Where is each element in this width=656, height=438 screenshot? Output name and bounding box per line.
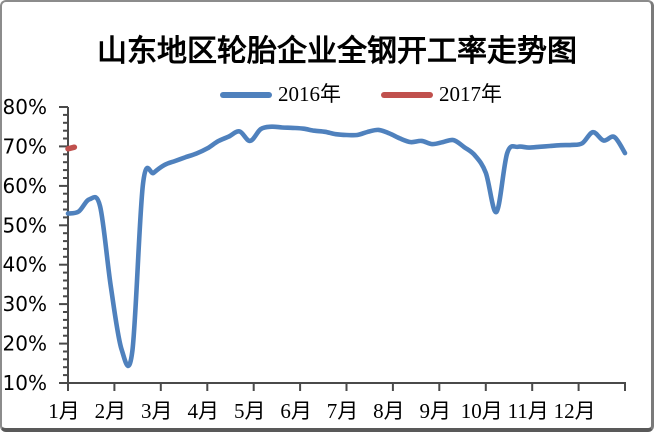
legend-label-2017: 2017年 [439,82,502,106]
y-tick-label: 60% [3,174,47,198]
x-tick-label: 6月 [280,399,312,423]
y-tick-label: 80% [3,95,47,119]
chart-title: 山东地区轮胎企业全钢开工率走势图 [97,35,577,68]
x-tick-label: 9月 [420,399,452,423]
x-tick-label: 5月 [234,399,266,423]
y-tick-label: 30% [3,292,47,316]
legend-item-2016: 2016年 [220,84,341,105]
x-tick-label: 12月 [554,399,596,423]
x-tick-label: 11月 [508,399,549,423]
x-tick-label: 7月 [327,399,359,423]
x-tick-label: 4月 [188,399,220,423]
x-tick-label: 8月 [373,399,405,423]
y-tick-label: 10% [3,371,47,395]
series-line-2016 [65,124,628,369]
legend-line-swatch-2017 [381,91,433,98]
y-tick-label: 20% [3,332,47,356]
x-tick-label: 1月 [48,399,80,423]
legend: 2016年 2017年 [0,84,656,105]
legend-item-2017: 2017年 [381,84,502,105]
y-tick-label: 50% [3,213,47,237]
legend-line-swatch-2016 [220,91,272,98]
y-tick-label: 70% [3,134,47,158]
x-tick-label: 3月 [141,399,173,423]
series-line-2017 [65,144,78,152]
x-tick-label: 2月 [95,399,127,423]
legend-label-2016: 2016年 [278,82,341,106]
x-tick-label: 10月 [461,399,503,423]
y-tick-label: 40% [3,253,47,277]
